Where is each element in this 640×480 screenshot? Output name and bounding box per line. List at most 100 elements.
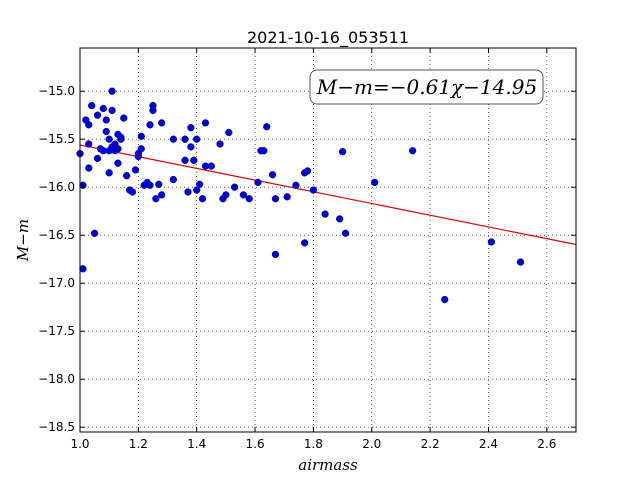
y-tick-label: −17.5 — [38, 324, 75, 338]
data-point — [190, 156, 198, 164]
data-point — [117, 133, 125, 141]
grid-lines — [79, 48, 576, 432]
data-point — [303, 167, 312, 175]
data-point — [108, 87, 116, 95]
data-point — [146, 181, 154, 189]
data-point — [487, 238, 496, 246]
data-point — [222, 191, 230, 199]
data-point — [516, 258, 525, 266]
data-point — [102, 127, 110, 136]
data-points — [76, 87, 525, 304]
x-tick-label: 2.6 — [537, 437, 556, 451]
data-point — [131, 166, 140, 174]
data-point — [371, 178, 379, 187]
data-point — [137, 145, 145, 153]
data-point — [108, 106, 116, 115]
y-tick-label: −18.5 — [38, 420, 75, 434]
data-point — [268, 171, 277, 179]
data-point — [105, 135, 113, 143]
data-point — [263, 123, 271, 131]
data-point — [105, 169, 113, 177]
x-tick-label: 1.2 — [129, 437, 148, 451]
annotation-text: M−m=−0.61χ−14.95 — [316, 75, 537, 99]
data-point — [195, 180, 204, 188]
data-point — [321, 210, 329, 218]
data-point — [225, 128, 233, 137]
data-point — [169, 135, 178, 143]
data-point — [271, 250, 280, 259]
data-point — [254, 178, 262, 187]
data-point — [85, 121, 93, 129]
data-point — [137, 132, 145, 140]
data-point — [114, 145, 122, 153]
y-axis-label: M−m — [14, 219, 32, 262]
data-point — [193, 186, 201, 194]
data-point — [230, 183, 239, 191]
data-point — [158, 191, 166, 199]
data-point — [283, 193, 291, 201]
data-point — [102, 116, 110, 124]
x-tick-label: 1.6 — [246, 437, 265, 451]
data-point — [85, 164, 93, 172]
data-point — [120, 114, 128, 122]
data-point — [187, 124, 195, 132]
y-tick-label: −17.0 — [38, 276, 75, 290]
data-point — [408, 147, 417, 155]
data-point — [114, 159, 122, 167]
data-point — [336, 215, 344, 223]
data-point — [245, 195, 253, 203]
data-point — [158, 119, 166, 127]
data-point — [271, 195, 280, 203]
data-point — [93, 154, 102, 163]
y-tick-label: −16.0 — [38, 180, 75, 194]
data-point — [184, 188, 192, 196]
annotation-box — [309, 69, 544, 105]
data-point — [146, 121, 154, 129]
y-tick-labels: −15.0 −15.5 −16.0 −16.5 −17.0 −17.5 −18.0 −18.5 — [38, 84, 75, 434]
data-point — [128, 188, 137, 196]
x-tick-labels: 1.0 1.2 1.4 1.6 1.8 2.0 2.2 2.4 2.6 — [70, 437, 556, 451]
data-point — [309, 186, 318, 194]
chart-title: 2021-10-16_053511 — [247, 28, 409, 48]
data-point — [181, 156, 189, 164]
data-point — [216, 140, 224, 148]
x-tick-label: 2.0 — [362, 437, 381, 451]
data-point — [201, 119, 210, 127]
data-point — [341, 229, 350, 237]
x-tick-label: 2.4 — [479, 437, 498, 451]
y-tick-label: −15.5 — [38, 132, 75, 146]
plot-frame — [79, 47, 577, 433]
data-point — [181, 135, 189, 143]
data-point — [292, 181, 300, 189]
data-point — [90, 229, 99, 237]
x-tick-label: 1.4 — [187, 437, 206, 451]
fit-line-group — [79, 144, 577, 246]
x-axis-label: airmass — [298, 456, 358, 474]
data-point — [338, 148, 347, 156]
y-tick-label: −15.0 — [38, 84, 75, 98]
data-point — [149, 106, 157, 115]
data-point — [193, 135, 201, 143]
data-point — [85, 140, 93, 148]
data-point — [441, 295, 449, 304]
data-point — [207, 162, 215, 170]
data-point — [169, 175, 178, 184]
y-tick-label: −16.5 — [38, 228, 75, 242]
data-point — [155, 180, 163, 188]
fit-annotation: M−m=−0.61χ−14.95 — [309, 69, 544, 105]
data-point — [79, 265, 87, 273]
data-point — [301, 239, 309, 247]
data-point — [198, 195, 207, 203]
data-point — [152, 195, 160, 203]
data-point — [260, 147, 268, 155]
axis-ticks — [79, 48, 576, 432]
data-point — [93, 111, 102, 119]
data-point — [239, 191, 248, 199]
data-point — [187, 143, 195, 151]
y-tick-label: −18.0 — [38, 372, 75, 386]
data-point — [88, 101, 96, 110]
fit-line — [79, 144, 577, 246]
x-tick-label: 1.8 — [304, 437, 323, 451]
data-point — [99, 104, 107, 113]
